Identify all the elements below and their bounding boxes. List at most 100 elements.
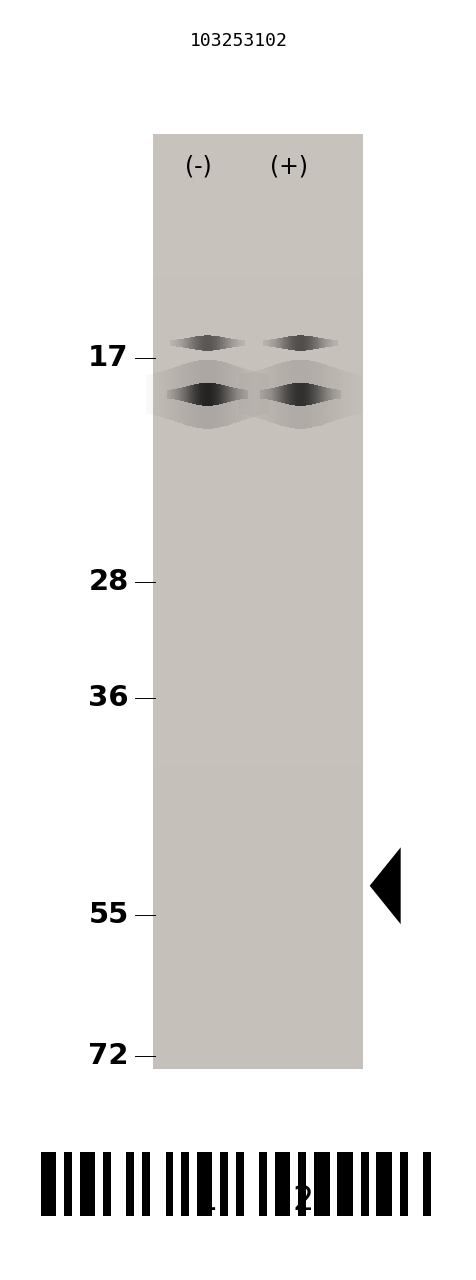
Bar <box>220 1152 228 1216</box>
Bar <box>312 361 313 428</box>
Bar <box>152 251 362 275</box>
Bar <box>337 369 338 420</box>
Bar <box>204 360 205 429</box>
Bar <box>342 370 343 419</box>
Bar <box>296 360 297 429</box>
Bar <box>256 372 257 416</box>
Bar <box>294 360 295 429</box>
Bar <box>360 375 361 413</box>
Bar <box>297 360 298 429</box>
Bar <box>187 364 188 425</box>
Bar <box>214 360 215 429</box>
Bar <box>314 361 315 428</box>
Bar <box>265 367 266 421</box>
Bar <box>266 367 267 421</box>
Bar <box>292 360 293 429</box>
Bar <box>316 362 317 426</box>
Bar <box>236 366 237 422</box>
Bar <box>274 365 275 424</box>
Bar <box>233 365 234 424</box>
Bar <box>249 370 250 419</box>
Bar <box>174 367 175 421</box>
Bar <box>152 228 362 251</box>
Bar <box>257 370 258 419</box>
Bar <box>153 374 154 415</box>
Bar <box>352 372 353 416</box>
Bar <box>341 370 342 419</box>
Bar <box>146 375 147 413</box>
Bar <box>258 370 259 419</box>
Bar <box>250 371 251 417</box>
Bar <box>152 975 362 998</box>
Bar <box>359 375 360 413</box>
Bar <box>350 372 351 416</box>
Text: 36: 36 <box>88 684 129 712</box>
Bar <box>160 371 161 417</box>
Bar <box>325 365 326 424</box>
Bar <box>152 812 362 835</box>
Bar <box>349 372 350 416</box>
Bar <box>170 369 171 420</box>
Bar <box>330 366 331 422</box>
Bar <box>276 365 277 424</box>
Bar <box>277 364 278 425</box>
Bar <box>199 360 200 429</box>
Bar <box>245 374 246 415</box>
Bar <box>279 364 280 425</box>
Bar <box>156 372 157 416</box>
Bar <box>354 374 355 415</box>
Bar <box>152 531 362 556</box>
Bar <box>263 369 264 420</box>
Bar <box>152 344 362 369</box>
Bar <box>360 1152 368 1216</box>
Bar <box>257 372 258 416</box>
Bar <box>239 375 240 413</box>
Bar <box>215 360 216 429</box>
Bar <box>152 765 362 788</box>
Bar <box>265 374 266 415</box>
Bar <box>253 371 254 417</box>
Bar <box>152 602 362 625</box>
Bar <box>241 374 242 415</box>
Bar <box>300 360 301 429</box>
Bar <box>185 364 186 425</box>
Bar <box>155 372 156 416</box>
Bar <box>301 360 302 429</box>
Bar <box>246 370 247 419</box>
Bar <box>273 365 274 424</box>
Bar <box>180 365 181 424</box>
Bar <box>328 366 329 422</box>
Bar <box>298 360 299 429</box>
Bar <box>227 364 228 425</box>
Bar <box>152 788 362 812</box>
Text: 1: 1 <box>197 1184 218 1217</box>
Bar <box>267 367 268 421</box>
Bar <box>208 360 209 429</box>
Bar <box>152 298 362 321</box>
Bar <box>251 372 252 416</box>
Bar <box>177 366 178 422</box>
Bar <box>152 369 362 392</box>
Bar <box>254 371 255 417</box>
Bar <box>248 372 249 416</box>
Bar <box>231 365 232 424</box>
Bar <box>290 361 291 428</box>
Bar <box>164 370 165 419</box>
Bar <box>79 1152 95 1216</box>
Bar <box>348 372 349 416</box>
Bar <box>197 361 198 428</box>
Bar <box>152 438 362 461</box>
Bar <box>152 462 362 485</box>
Bar <box>303 360 304 429</box>
Bar <box>293 360 294 429</box>
Bar <box>346 371 347 417</box>
Bar <box>337 1152 352 1216</box>
Bar <box>264 374 265 415</box>
Bar <box>217 361 218 428</box>
Bar <box>152 928 362 952</box>
Bar <box>147 375 148 413</box>
Bar <box>161 371 162 417</box>
Bar <box>152 835 362 859</box>
Bar <box>249 372 250 416</box>
Bar <box>255 371 256 417</box>
